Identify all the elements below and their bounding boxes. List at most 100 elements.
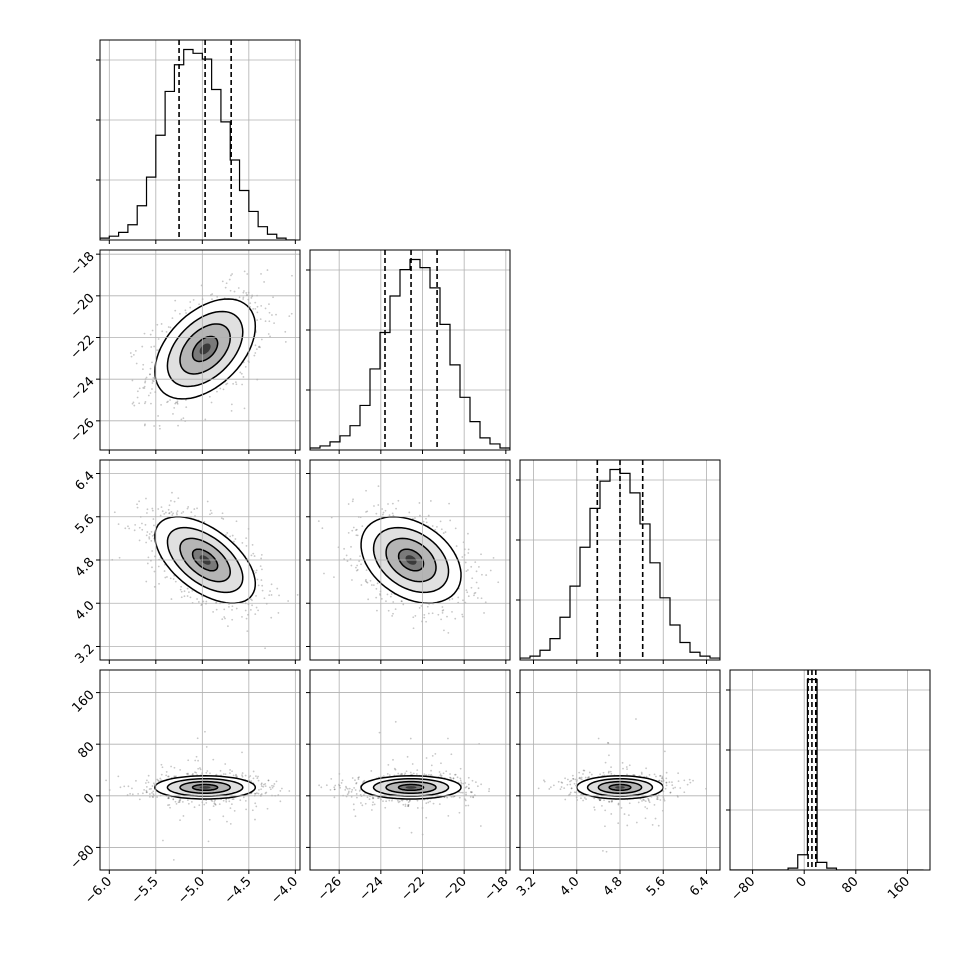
- sample-point: [405, 770, 408, 773]
- sample-point: [665, 771, 668, 774]
- sample-point: [419, 514, 421, 517]
- sample-point: [225, 282, 228, 285]
- sample-point: [242, 796, 245, 799]
- sample-point: [244, 800, 247, 802]
- sample-point: [183, 595, 186, 598]
- sample-point: [668, 781, 671, 784]
- sample-point: [235, 520, 238, 523]
- sample-point: [412, 772, 415, 775]
- contour-level-3: [154, 298, 257, 400]
- sample-point: [231, 608, 233, 611]
- sample-point: [637, 801, 640, 804]
- sample-point: [425, 802, 428, 805]
- sample-point: [348, 787, 351, 790]
- sample-point: [150, 402, 152, 405]
- sample-point: [469, 795, 472, 798]
- sample-point: [206, 770, 209, 772]
- sample-point: [256, 311, 259, 314]
- sample-point: [268, 311, 271, 314]
- sample-point: [142, 386, 145, 389]
- sample-point: [170, 511, 173, 513]
- sample-point: [260, 788, 262, 791]
- sample-point: [365, 511, 367, 513]
- sample-point: [172, 578, 175, 580]
- sample-point: [260, 304, 263, 307]
- sample-point: [450, 753, 453, 756]
- sample-point: [153, 524, 155, 527]
- sample-point: [230, 410, 233, 412]
- sample-point: [260, 782, 263, 785]
- sample-point: [235, 607, 238, 610]
- sample-point: [350, 545, 352, 548]
- sample-point: [138, 526, 141, 529]
- sample-point: [221, 512, 224, 515]
- sample-point: [153, 570, 156, 573]
- sample-point: [372, 801, 374, 804]
- density-fill-4: [405, 786, 417, 789]
- sample-point: [193, 508, 196, 510]
- sample-point: [148, 537, 151, 540]
- sample-point: [434, 528, 437, 531]
- sample-point: [387, 763, 390, 766]
- sample-point: [156, 349, 159, 352]
- sample-point: [141, 522, 143, 525]
- sample-point: [221, 280, 224, 283]
- sample-point: [401, 773, 403, 776]
- sample-point: [444, 531, 447, 533]
- sample-point: [145, 779, 148, 782]
- sample-point: [254, 792, 256, 795]
- sample-point: [269, 590, 271, 593]
- sample-point: [345, 787, 348, 789]
- sample-point: [255, 792, 258, 794]
- sample-point: [384, 806, 387, 809]
- sample-point: [204, 418, 207, 421]
- sample-point: [460, 782, 463, 785]
- sample-point: [192, 772, 194, 775]
- sample-point: [147, 774, 150, 777]
- sample-point: [149, 333, 152, 336]
- sample-point: [211, 298, 213, 301]
- sample-point: [355, 569, 358, 572]
- sample-point: [252, 308, 255, 310]
- sample-point: [273, 322, 275, 325]
- sample-point: [254, 344, 257, 347]
- panel-content-0-2: [111, 491, 299, 650]
- sample-point: [343, 558, 346, 560]
- sample-point: [423, 616, 426, 619]
- sample-point: [186, 595, 189, 597]
- sample-point: [343, 547, 345, 550]
- sample-point: [391, 502, 394, 505]
- sample-point: [264, 785, 267, 787]
- sample-point: [252, 777, 255, 780]
- sample-point: [377, 485, 380, 488]
- sample-point: [396, 799, 399, 802]
- sample-point: [416, 807, 419, 809]
- sample-point: [235, 774, 237, 777]
- histogram-panel-2: [516, 459, 721, 661]
- contour-level-2: [166, 310, 244, 388]
- sample-point: [189, 301, 192, 303]
- sample-point: [159, 427, 161, 430]
- sample-point: [262, 785, 265, 788]
- sample-point: [585, 798, 587, 801]
- sample-point: [168, 803, 171, 806]
- sample-point: [250, 554, 253, 557]
- sample-point: [228, 278, 231, 281]
- sample-point: [184, 309, 187, 312]
- sample-point: [167, 775, 169, 778]
- sample-point: [452, 777, 455, 780]
- sample-point: [354, 815, 357, 818]
- sample-point: [168, 504, 171, 507]
- sample-point: [227, 625, 229, 628]
- sample-point: [459, 779, 462, 782]
- sample-point: [439, 774, 442, 777]
- sample-point: [370, 584, 373, 586]
- sample-point: [149, 373, 151, 376]
- sample-point: [277, 612, 280, 614]
- sample-point: [128, 527, 131, 530]
- sample-point: [203, 520, 206, 523]
- sample-point: [465, 589, 468, 592]
- sample-point: [225, 798, 227, 801]
- sample-point: [467, 804, 470, 807]
- sample-point: [145, 376, 148, 379]
